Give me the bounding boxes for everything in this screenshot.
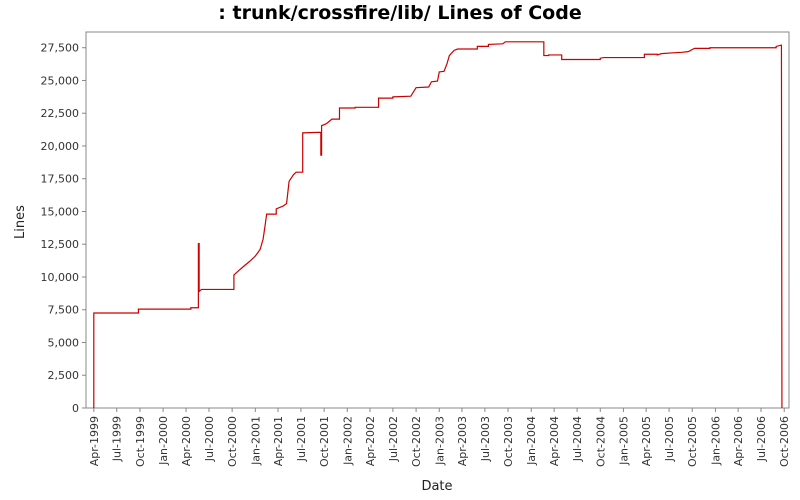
x-tick-label: Oct-2005: [686, 416, 699, 467]
y-tick-label: 0: [72, 402, 79, 415]
x-axis: Apr-1999 Jul-1999 Oct-1999 Jan-2000 Apr-2000…: [88, 408, 791, 467]
x-tick-label: Apr-2006: [732, 416, 745, 466]
x-tick-label: Jan-2000: [157, 416, 170, 466]
x-tick-label: Jul-2003: [479, 416, 492, 462]
y-tick-label: 15,000: [41, 205, 80, 218]
x-tick-label: Jul-2002: [387, 416, 400, 462]
x-tick-label: Jan-2006: [709, 416, 722, 466]
y-tick-label: 5,000: [48, 336, 80, 349]
y-tick-label: 10,000: [41, 271, 80, 284]
y-axis: 0 2,500 5,000 7,500 10,000 12,500 15,000 17,500…: [41, 42, 86, 415]
y-tick-label: 2,500: [48, 369, 80, 382]
x-tick-label: Apr-2001: [272, 416, 285, 466]
x-tick-label: Jan-2003: [433, 416, 446, 466]
x-tick-label: Oct-2003: [502, 416, 515, 467]
y-tick-label: 7,500: [48, 304, 80, 317]
x-tick-label: Oct-2006: [778, 416, 791, 467]
x-tick-label: Jul-2006: [755, 416, 768, 462]
y-tick-label: 27,500: [41, 42, 80, 55]
x-axis-title: Date: [421, 479, 452, 494]
x-tick-label: Jan-2001: [249, 416, 262, 466]
x-tick-label: Oct-1999: [134, 416, 147, 467]
x-tick-label: Jan-2005: [617, 416, 630, 466]
x-tick-label: Oct-2004: [594, 416, 607, 467]
y-tick-label: 12,500: [41, 238, 80, 251]
x-tick-label: Jan-2004: [525, 416, 538, 466]
x-tick-label: Apr-2002: [364, 416, 377, 466]
x-tick-label: Apr-2000: [180, 416, 193, 466]
x-tick-label: Jul-2004: [571, 416, 584, 462]
y-tick-label: 22,500: [41, 107, 80, 120]
x-tick-label: Apr-2004: [548, 416, 561, 466]
x-tick-label: Oct-2000: [226, 416, 239, 467]
x-tick-label: Jul-1999: [111, 416, 124, 462]
x-tick-label: Oct-2002: [410, 416, 423, 467]
chart-title: : trunk/crossfire/lib/ Lines of Code: [218, 2, 582, 24]
x-tick-label: Apr-1999: [88, 416, 101, 466]
lines-of-code-series: [93, 41, 783, 409]
x-tick-label: Apr-2005: [640, 416, 653, 466]
x-tick-label: Oct-2001: [318, 416, 331, 467]
x-tick-label: Jul-2001: [295, 416, 308, 462]
x-tick-label: Jul-2000: [203, 416, 216, 462]
plot-area: [85, 31, 790, 409]
y-tick-label: 17,500: [41, 173, 80, 186]
x-tick-label: Apr-2003: [456, 416, 469, 466]
y-tick-label: 20,000: [41, 140, 80, 153]
x-tick-label: Jul-2005: [663, 416, 676, 462]
y-axis-title: Lines: [13, 205, 28, 239]
y-tick-label: 25,000: [41, 74, 80, 87]
x-tick-label: Jan-2002: [341, 416, 354, 466]
